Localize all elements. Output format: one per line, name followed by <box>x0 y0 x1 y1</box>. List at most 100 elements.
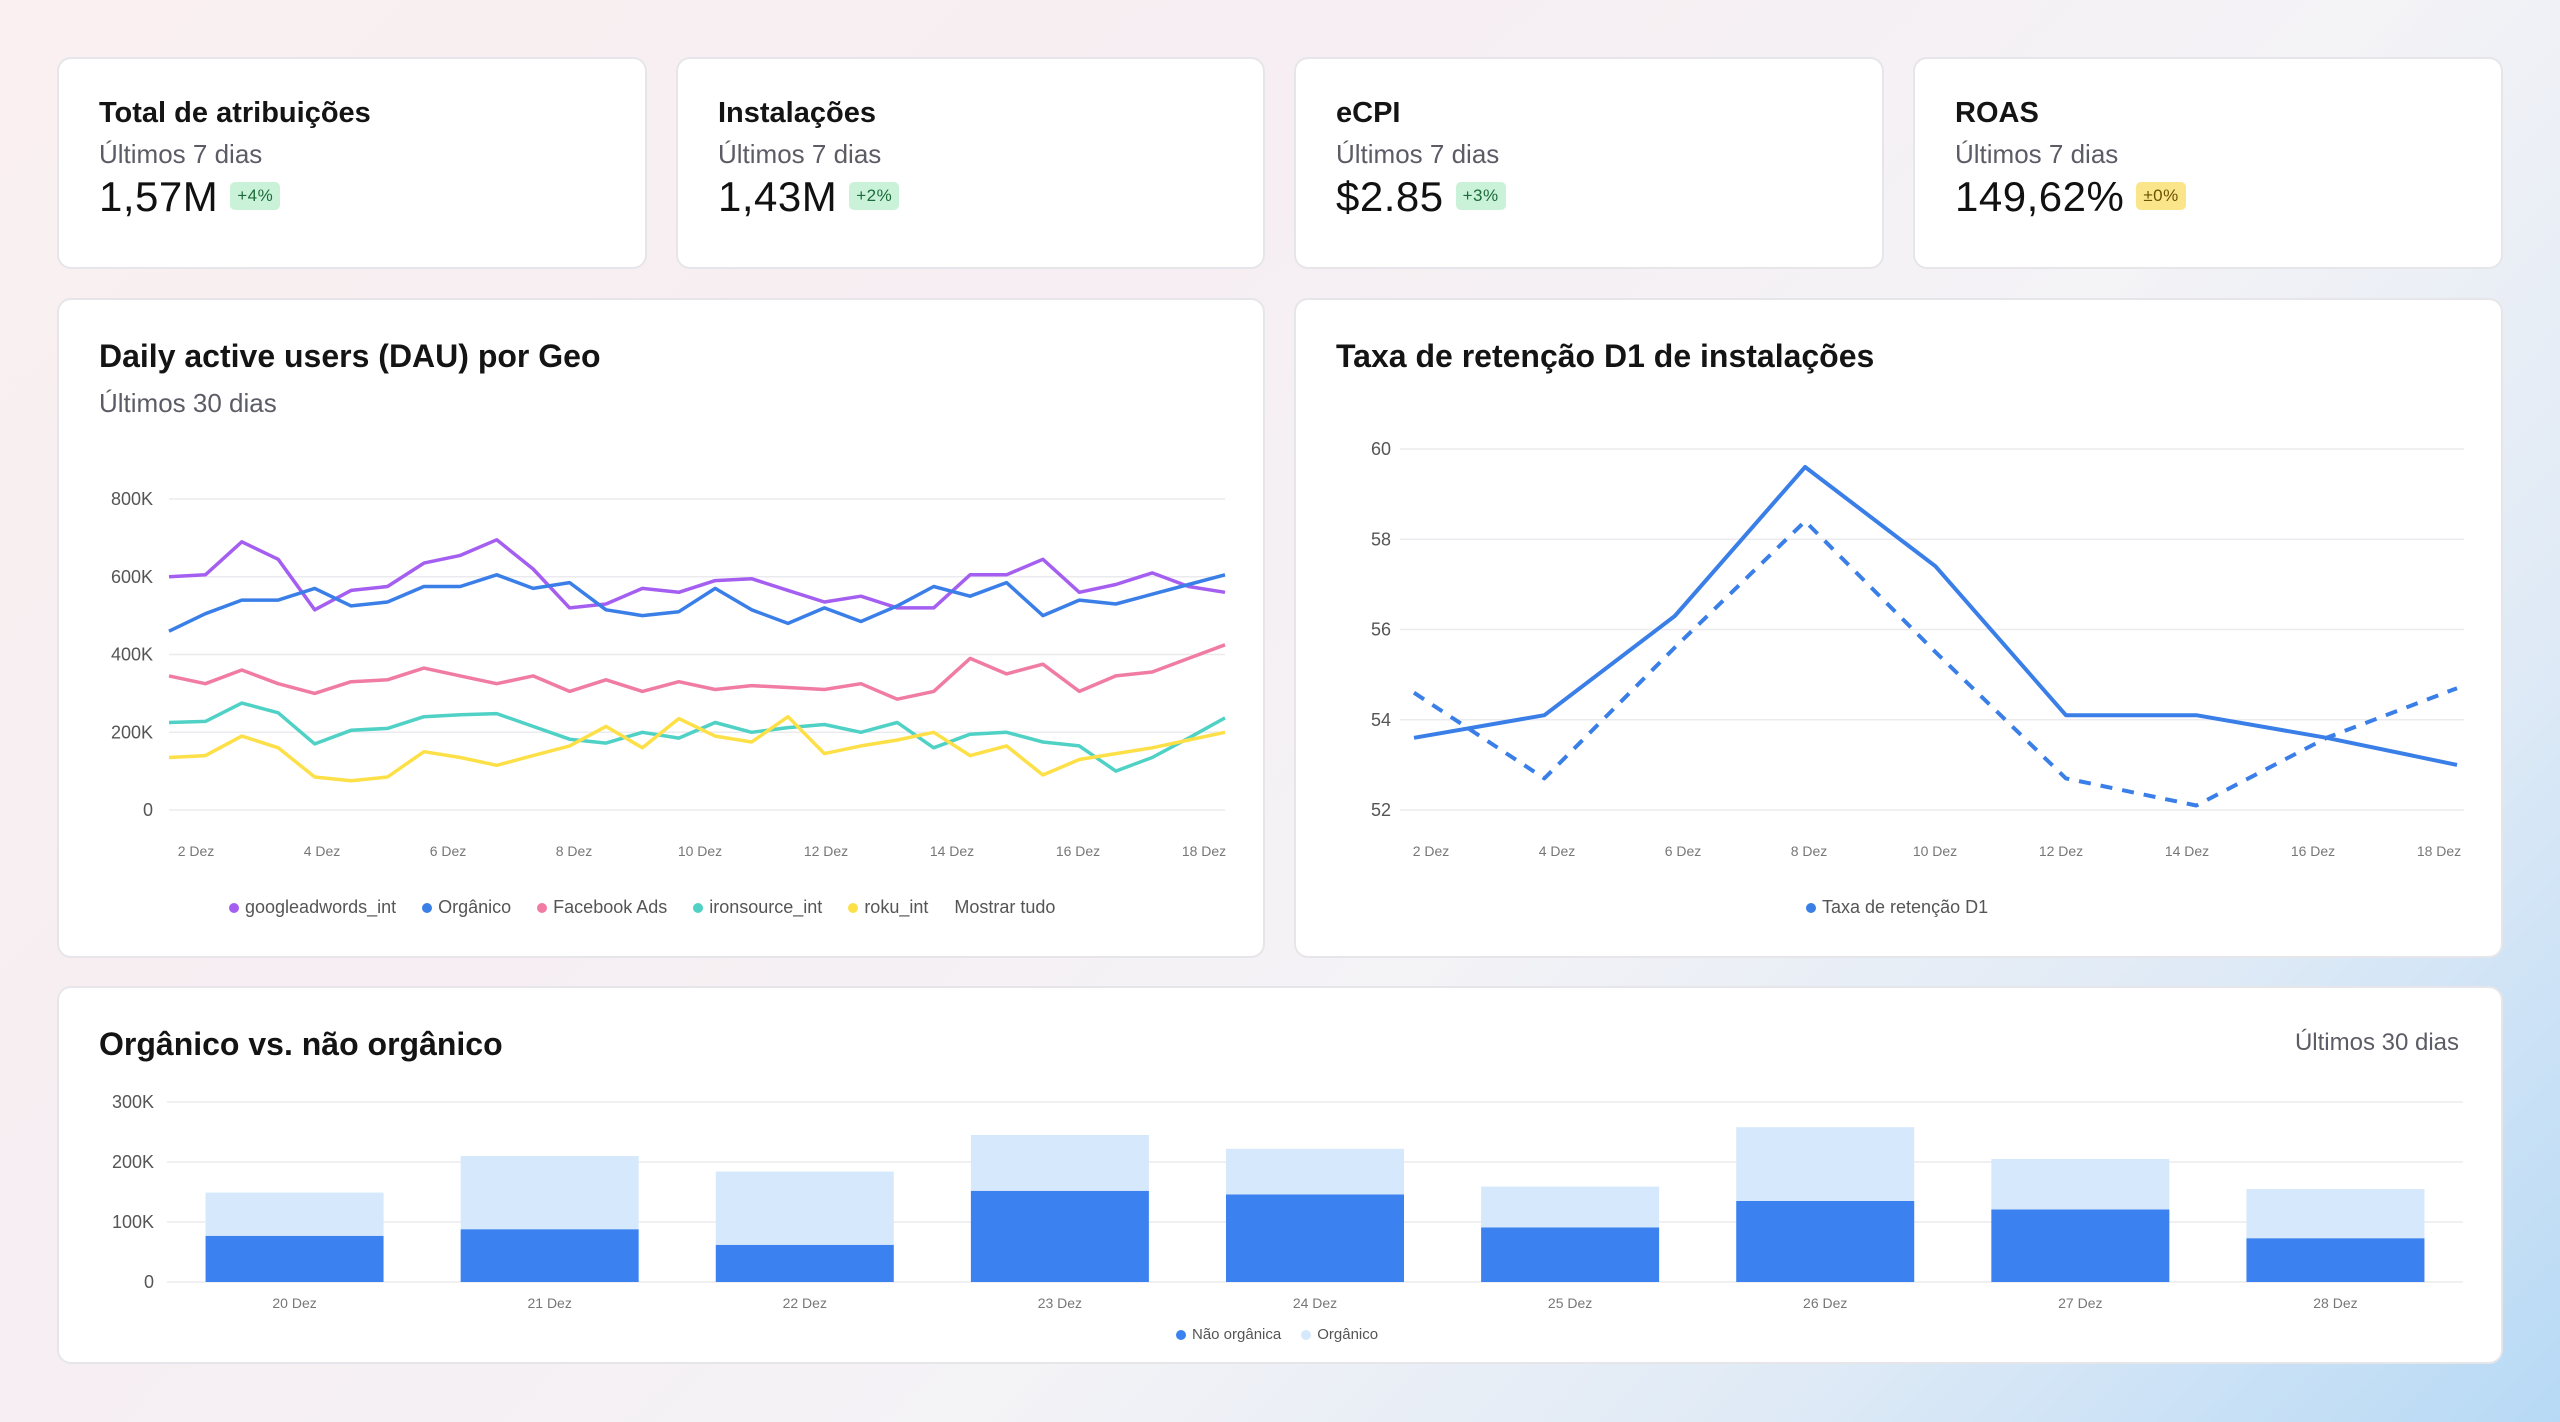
organic-title: Orgânico vs. não orgânico <box>99 1026 503 1062</box>
legend-dot <box>848 902 859 913</box>
legend-dot <box>693 902 704 913</box>
kpi-subtitle: Últimos 7 dias <box>1336 139 1500 169</box>
x-tick-label: 8 Dez <box>556 843 593 859</box>
bar-org-nico <box>1736 1127 1915 1201</box>
y-tick-label: 56 <box>1371 620 1391 640</box>
legend-item[interactable]: Não orgânica <box>1176 1326 1281 1343</box>
x-tick-label: 6 Dez <box>1665 843 1702 859</box>
bar-n-o-org-nica <box>715 1244 894 1282</box>
x-tick-label: 23 Dez <box>1038 1295 1082 1308</box>
dau-chart: 0 200K 400K 600K 800K 2 Dez 4 Dez 6 Dez 8 Dez 10 … <box>111 489 1226 859</box>
legend-label: googleadwords_int <box>245 897 397 917</box>
legend-item[interactable]: Taxa de retenção D1 <box>1806 897 1988 918</box>
kpi-title: Total de atribuições <box>99 97 371 129</box>
dau-title: Daily active users (DAU) por Geo <box>99 338 601 374</box>
series-line-facebook-ads <box>168 643 1226 701</box>
legend-item[interactable]: Facebook Ads <box>537 897 667 918</box>
bar-n-o-org-nica <box>2246 1238 2425 1282</box>
x-tick-label: 16 Dez <box>2291 843 2335 859</box>
show-all-link[interactable]: Mostrar tudo <box>954 897 1056 917</box>
y-tick-label: 300K <box>112 1092 154 1112</box>
series-line-retention <box>1413 465 2458 767</box>
x-tick-label: 2 Dez <box>1413 843 1450 859</box>
y-tick-label: 200K <box>111 722 153 742</box>
x-tick-label: 25 Dez <box>1548 1295 1592 1308</box>
delta-badge: ±0% <box>2136 181 2186 210</box>
y-tick-label: 600K <box>111 567 153 587</box>
bar-org-nico <box>2246 1189 2425 1239</box>
kpi-card-installs: Instalações Últimos 7 dias 1,43M +2% <box>676 57 1265 269</box>
x-tick-label: 26 Dez <box>1803 1295 1847 1308</box>
legend-item[interactable]: roku_int <box>848 897 928 918</box>
bar-n-o-org-nica <box>1736 1201 1915 1282</box>
x-tick-label: 20 Dez <box>272 1295 316 1308</box>
kpi-card-attributions: Total de atribuições Últimos 7 dias 1,57… <box>57 57 647 269</box>
kpi-card-roas: ROAS Últimos 7 dias 149,62% ±0% <box>1913 57 2503 269</box>
y-tick-label: 400K <box>111 645 153 665</box>
legend-label: Orgânico <box>1317 1326 1379 1343</box>
series-line-comparison-dashed <box>1412 519 2458 808</box>
y-tick-label: 800K <box>111 489 153 509</box>
legend-dot <box>1806 902 1816 913</box>
x-tick-label: 10 Dez <box>1913 843 1957 859</box>
organic-panel: Orgânico vs. não orgânico Últimos 30 dia… <box>57 986 2503 1364</box>
kpi-title: eCPI <box>1336 97 1401 129</box>
legend-dot <box>537 902 548 913</box>
legend-label: Orgânico <box>438 897 512 917</box>
x-tick-label: 2 Dez <box>178 843 215 859</box>
delta-badge: +4% <box>230 181 281 210</box>
y-tick-label: 52 <box>1371 800 1391 820</box>
kpi-card-ecpi: eCPI Últimos 7 dias $2.85 +3% <box>1294 57 1884 269</box>
retention-title: Taxa de retenção D1 de instalações <box>1336 338 1875 374</box>
legend-label: Não orgânica <box>1192 1326 1282 1343</box>
bar-n-o-org-nica <box>1991 1209 2170 1282</box>
x-tick-label: 12 Dez <box>2039 843 2083 859</box>
delta-badge: +3% <box>1455 181 1506 210</box>
kpi-value-row: 1,57M +4% <box>99 173 281 221</box>
kpi-value-row: 1,43M +2% <box>718 173 900 221</box>
x-tick-label: 28 Dez <box>2313 1295 2357 1308</box>
x-tick-label: 14 Dez <box>2165 843 2209 859</box>
x-tick-label: 6 Dez <box>430 843 467 859</box>
y-tick-label: 0 <box>144 1272 154 1292</box>
x-tick-label: 4 Dez <box>304 843 341 859</box>
organic-subtitle: Últimos 30 dias <box>2294 1029 2459 1056</box>
kpi-value: 1,43M <box>718 173 838 220</box>
kpi-subtitle: Últimos 7 dias <box>99 139 263 169</box>
legend-label: ironsource_int <box>709 897 823 917</box>
legend-item[interactable]: Orgânico <box>422 897 511 918</box>
bar-org-nico <box>1226 1148 1404 1195</box>
y-tick-label: 60 <box>1371 439 1391 459</box>
organic-legend: Não orgânica Orgânico <box>1176 1326 1378 1343</box>
bar-org-nico <box>970 1135 1149 1191</box>
y-tick-label: 200K <box>112 1152 154 1172</box>
bar-org-nico <box>1481 1186 1660 1228</box>
series-line-org-nico <box>168 573 1226 633</box>
x-tick-label: 12 Dez <box>804 843 848 859</box>
bar-org-nico <box>205 1192 384 1236</box>
kpi-value-row: 149,62% ±0% <box>1955 173 2186 221</box>
legend-dot <box>229 902 239 913</box>
kpi-subtitle: Últimos 7 dias <box>718 139 882 169</box>
legend-item[interactable]: ironsource_int <box>693 897 822 918</box>
x-tick-label: 18 Dez <box>2417 843 2461 859</box>
x-tick-label: 10 Dez <box>678 843 722 859</box>
bar-n-o-org-nica <box>460 1229 639 1282</box>
dau-legend: googleadwords_int Orgânico Facebook Ads iro… <box>229 897 1055 918</box>
kpi-title: Instalações <box>718 97 876 129</box>
retention-panel: Taxa de retenção D1 de instalações 52 54 5… <box>1294 298 2503 958</box>
legend-item[interactable]: Orgânico <box>1301 1326 1378 1343</box>
series-line-roku-int <box>168 714 1226 783</box>
legend-label: Facebook Ads <box>553 897 668 917</box>
bar-org-nico <box>715 1171 894 1245</box>
legend-label: roku_int <box>864 897 929 917</box>
x-tick-label: 24 Dez <box>1293 1295 1337 1308</box>
bar-org-nico <box>1991 1159 2170 1210</box>
kpi-value: $2.85 <box>1336 173 1444 220</box>
x-tick-label: 22 Dez <box>783 1295 827 1308</box>
legend-item[interactable]: googleadwords_int <box>229 897 396 918</box>
series-line-googleadwords-int <box>168 538 1226 612</box>
x-tick-label: 21 Dez <box>527 1295 571 1308</box>
kpi-title: ROAS <box>1955 97 2039 129</box>
x-tick-label: 18 Dez <box>1182 843 1226 859</box>
